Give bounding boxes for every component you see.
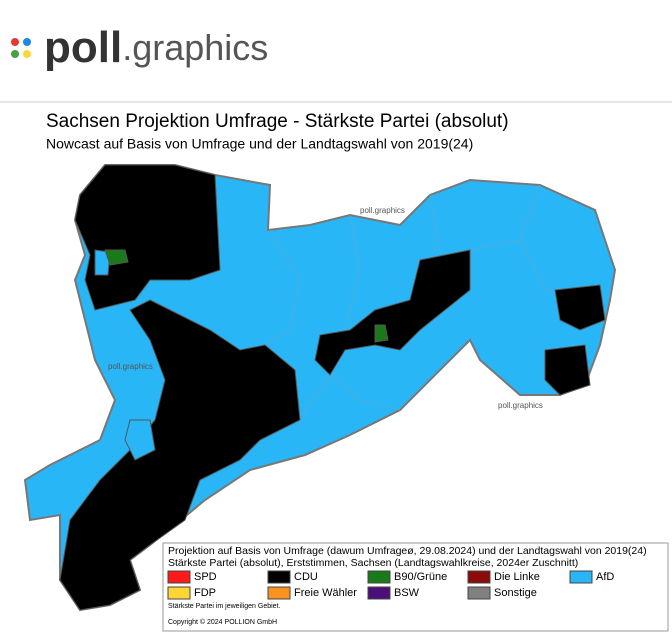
- legend-swatch: [267, 570, 291, 584]
- legend-swatch: [267, 586, 291, 600]
- border: [469, 239, 555, 291]
- legend-label: CDU: [294, 571, 318, 583]
- map: poll.graphics poll.graphics poll.graphic…: [23, 164, 617, 612]
- district-borders: [264, 184, 555, 421]
- legend-swatch: [467, 570, 491, 584]
- border: [264, 229, 301, 346]
- legend: Projektion auf Basis von Umfrage (dawum …: [162, 542, 669, 632]
- legend-label: Die Linke: [494, 571, 540, 583]
- legend-label: Freie Wähler: [294, 587, 357, 599]
- legend-swatch: [569, 570, 593, 584]
- region-gruene: [104, 249, 129, 266]
- border: [299, 374, 401, 421]
- logo-dot: [11, 50, 19, 58]
- legend-box: [162, 542, 669, 632]
- legend-label: AfD: [596, 571, 614, 583]
- brand: poll.graphics: [44, 23, 268, 72]
- logo-dot: [23, 50, 31, 58]
- map-subtitle: Nowcast auf Basis von Umfrage und der La…: [46, 136, 473, 152]
- logo-dot: [23, 38, 31, 46]
- watermark: poll.graphics: [360, 206, 405, 215]
- region-afd: [124, 419, 156, 461]
- watermark: poll.graphics: [108, 362, 153, 371]
- legend-heading: Stärkste Partei (absolut), Erststimmen, …: [168, 557, 578, 569]
- legend-swatch: [467, 586, 491, 600]
- legend-swatch: [367, 570, 391, 584]
- region-cdu: [554, 284, 606, 331]
- region-cdu: [74, 164, 221, 311]
- legend-label: FDP: [194, 587, 216, 599]
- map-title: Sachsen Projektion Umfrage - Stärkste Pa…: [46, 111, 509, 132]
- legend-heading: Projektion auf Basis von Umfrage (dawum …: [168, 545, 647, 557]
- region-cdu: [314, 249, 471, 376]
- region-cdu: [544, 344, 591, 396]
- legend-note: Stärkste Partei im jeweiligen Gebiet.: [168, 603, 280, 610]
- region-gruene: [374, 324, 389, 343]
- legend-label: BSW: [394, 587, 420, 599]
- copyright: Copyright © 2024 POLLION GmbH: [168, 618, 277, 626]
- border: [519, 184, 541, 241]
- legend-swatch: [167, 570, 191, 584]
- logo-dot: [11, 38, 19, 46]
- logo: poll.graphics: [11, 23, 268, 72]
- legend-label: Sonstige: [494, 587, 537, 599]
- legend-label: SPD: [194, 571, 217, 583]
- brand-suffix: .graphics: [122, 27, 268, 68]
- border: [344, 214, 361, 331]
- legend-swatch: [167, 586, 191, 600]
- watermark: poll.graphics: [498, 401, 543, 410]
- border: [429, 194, 441, 256]
- legend-label: B90/Grüne: [394, 571, 447, 583]
- region-cdu: [59, 299, 301, 611]
- brand-main: poll: [44, 23, 122, 72]
- legend-swatch: [367, 586, 391, 600]
